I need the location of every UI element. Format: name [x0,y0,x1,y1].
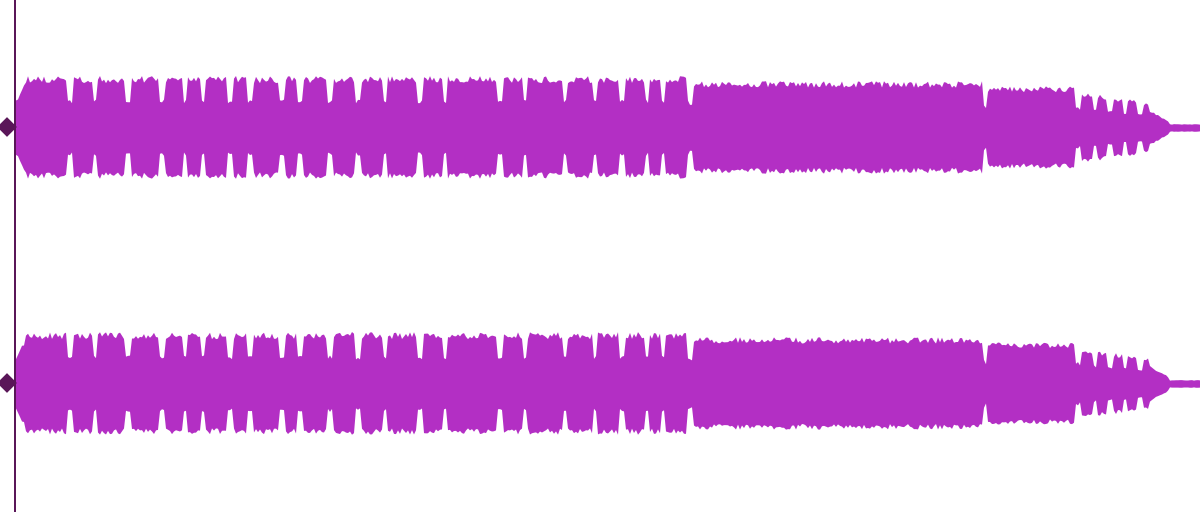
playhead-cursor[interactable] [14,0,16,512]
waveform-channel-bottom [14,332,1200,435]
waveform-channel-top [14,76,1200,179]
